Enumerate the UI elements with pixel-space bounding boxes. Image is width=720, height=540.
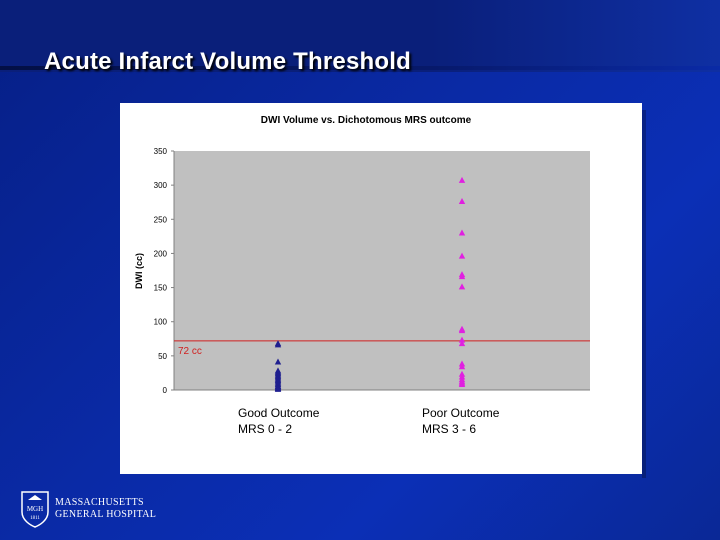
category-label: Good Outcome — [238, 406, 320, 420]
data-point — [274, 385, 282, 392]
organization-line-1: MASSACHUSETTS — [55, 497, 144, 508]
y-tick-label: 150 — [154, 284, 168, 293]
slide-title: Acute Infarct Volume Threshold — [44, 48, 411, 75]
logo-text: MGH — [27, 505, 43, 513]
data-point — [458, 336, 466, 343]
y-axis-label: DWI (cc) — [134, 253, 144, 289]
data-point — [458, 273, 466, 280]
y-tick-label: 100 — [154, 318, 168, 327]
y-tick-label: 300 — [154, 181, 168, 190]
data-point — [274, 341, 282, 348]
data-point — [458, 363, 466, 370]
chart-shadow — [642, 110, 646, 478]
chart-title: DWI Volume vs. Dichotomous MRS outcome — [261, 115, 472, 126]
threshold-label: 72 cc — [178, 346, 202, 357]
title-band-highlight — [430, 0, 720, 72]
data-point — [458, 340, 466, 347]
data-point — [458, 176, 466, 183]
scatter-chart: DWI Volume vs. Dichotomous MRS outcome 0… — [134, 115, 590, 436]
data-point — [458, 252, 466, 259]
mgh-shield-logo: MGH 1811 — [21, 491, 49, 528]
y-tick-label: 200 — [154, 249, 168, 258]
y-tick-label: 250 — [154, 215, 168, 224]
category-sublabel: MRS 3 - 6 — [422, 422, 476, 436]
y-tick-label: 0 — [163, 386, 168, 395]
y-tick-label: 350 — [154, 147, 168, 156]
data-point — [458, 229, 466, 236]
y-tick-label: 50 — [158, 352, 167, 361]
data-point — [274, 358, 282, 365]
organization-line-2: GENERAL HOSPITAL — [55, 509, 157, 520]
logo-year: 1811 — [30, 516, 40, 521]
data-point — [458, 381, 466, 388]
data-point — [458, 283, 466, 290]
category-label: Poor Outcome — [422, 406, 500, 420]
data-point — [458, 327, 466, 334]
plot-area — [174, 151, 590, 390]
data-point — [458, 198, 466, 205]
title-underline — [0, 66, 720, 70]
category-sublabel: MRS 0 - 2 — [238, 422, 292, 436]
